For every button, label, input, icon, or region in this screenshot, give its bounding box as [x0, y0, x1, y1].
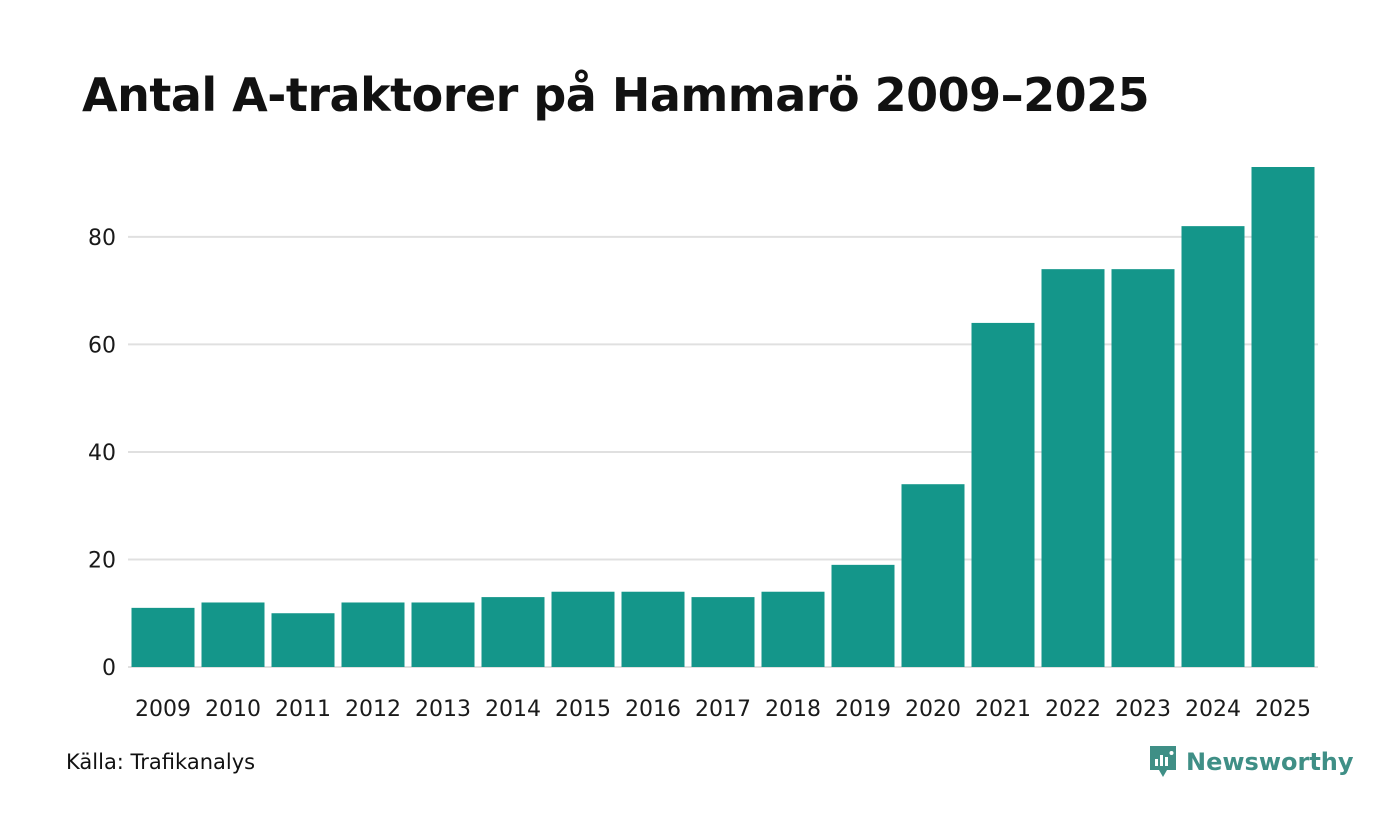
- x-tick-label: 2015: [555, 697, 611, 722]
- newsworthy-logo-icon: [1150, 746, 1176, 777]
- bars: [131, 167, 1315, 668]
- bar-2012: [341, 602, 405, 667]
- bar-2017: [691, 597, 755, 667]
- bar-2013: [411, 602, 475, 667]
- x-tick-label: 2019: [835, 697, 891, 722]
- bar-2025: [1251, 167, 1315, 667]
- chart-title: Antal A-traktorer på Hammarö 2009–2025: [82, 68, 1150, 122]
- y-tick-label: 80: [88, 226, 116, 251]
- bar-2024: [1181, 226, 1245, 668]
- y-tick-label: 20: [88, 548, 116, 573]
- x-tick-label: 2010: [205, 697, 261, 722]
- x-tick-label: 2025: [1255, 697, 1311, 722]
- bar-2010: [201, 602, 265, 667]
- bar-2018: [761, 591, 825, 667]
- x-tick-label: 2023: [1115, 697, 1171, 722]
- x-tick-label: 2016: [625, 697, 681, 722]
- x-tick-label: 2011: [275, 697, 331, 722]
- brand-logo: Newsworthy: [1148, 744, 1354, 780]
- x-tick-label: 2021: [975, 697, 1031, 722]
- brand-name: Newsworthy: [1186, 748, 1354, 776]
- bar-2014: [481, 597, 545, 667]
- y-axis-labels: 0 20 40 60 80: [88, 226, 116, 681]
- bar-2009: [131, 607, 195, 667]
- bar-2019: [831, 564, 895, 667]
- x-tick-label: 2009: [135, 697, 191, 722]
- x-axis-labels: 2009 2010 2011 2012 2013 2014 2015 2016 2017 2018…: [135, 697, 1311, 722]
- bar-2015: [551, 591, 615, 667]
- bar-2020: [901, 484, 965, 667]
- source-note: Källa: Trafikanalys: [66, 750, 256, 774]
- y-tick-label: 40: [88, 441, 116, 466]
- x-tick-label: 2014: [485, 697, 541, 722]
- bar-2021: [971, 322, 1035, 667]
- x-tick-label: 2020: [905, 697, 961, 722]
- x-tick-label: 2012: [345, 697, 401, 722]
- bar-2022: [1041, 269, 1105, 667]
- y-tick-label: 60: [88, 333, 116, 358]
- x-tick-label: 2013: [415, 697, 471, 722]
- x-tick-label: 2022: [1045, 697, 1101, 722]
- y-tick-label: 0: [102, 656, 116, 681]
- x-tick-label: 2017: [695, 697, 751, 722]
- x-tick-label: 2024: [1185, 697, 1241, 722]
- x-tick-label: 2018: [765, 697, 821, 722]
- bar-2016: [621, 591, 685, 667]
- bar-2023: [1111, 269, 1175, 667]
- bar-2011: [271, 613, 335, 667]
